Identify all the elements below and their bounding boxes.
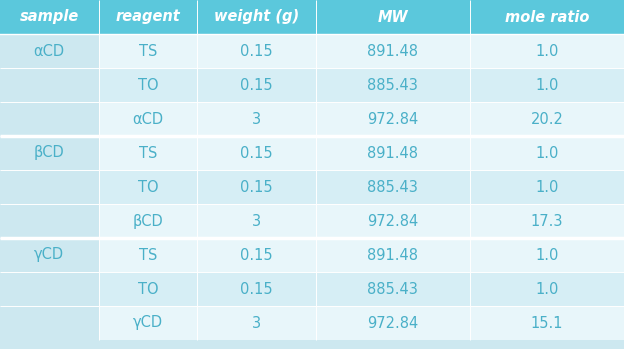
Bar [0, 170, 99, 204]
Bar [470, 0, 624, 34]
Text: γCD: γCD [34, 247, 64, 262]
Bar [197, 102, 316, 136]
Text: 20.2: 20.2 [530, 111, 563, 126]
Bar [99, 170, 197, 204]
Text: 0.15: 0.15 [240, 282, 273, 297]
Text: βCD: βCD [132, 214, 163, 229]
Bar [197, 68, 316, 102]
Text: mole ratio: mole ratio [505, 9, 589, 24]
Text: 0.15: 0.15 [240, 146, 273, 161]
Text: αCD: αCD [34, 44, 65, 59]
Bar [99, 136, 197, 170]
Bar [470, 204, 624, 238]
Bar [316, 0, 470, 34]
Bar [0, 0, 99, 34]
Text: TS: TS [139, 247, 157, 262]
Text: reagent: reagent [115, 9, 180, 24]
Bar [0, 204, 99, 238]
Text: 1.0: 1.0 [535, 44, 558, 59]
Text: 0.15: 0.15 [240, 179, 273, 194]
Text: 3: 3 [252, 315, 261, 331]
Text: TO: TO [137, 179, 158, 194]
Text: 1.0: 1.0 [535, 247, 558, 262]
Text: TS: TS [139, 44, 157, 59]
Text: 891.48: 891.48 [368, 146, 418, 161]
Bar [99, 0, 197, 34]
Text: 1.0: 1.0 [535, 282, 558, 297]
Bar [197, 272, 316, 306]
Text: sample: sample [20, 9, 79, 24]
Bar [99, 306, 197, 340]
Text: TO: TO [137, 77, 158, 92]
Bar [316, 170, 470, 204]
Text: 972.84: 972.84 [367, 111, 419, 126]
Bar [0, 34, 99, 68]
Text: 885.43: 885.43 [368, 77, 418, 92]
Bar [470, 238, 624, 272]
Bar [316, 238, 470, 272]
Text: βCD: βCD [34, 146, 65, 161]
Bar [99, 68, 197, 102]
Text: 3: 3 [252, 111, 261, 126]
Bar [316, 272, 470, 306]
Text: 885.43: 885.43 [368, 179, 418, 194]
Bar [0, 272, 99, 306]
Bar [197, 306, 316, 340]
Text: 972.84: 972.84 [367, 315, 419, 331]
Bar [316, 68, 470, 102]
Bar [470, 34, 624, 68]
Text: 885.43: 885.43 [368, 282, 418, 297]
Bar [316, 34, 470, 68]
Bar [197, 136, 316, 170]
Text: 0.15: 0.15 [240, 44, 273, 59]
Bar [99, 204, 197, 238]
Bar [197, 204, 316, 238]
Bar [470, 68, 624, 102]
Text: γCD: γCD [133, 315, 163, 331]
Bar [470, 306, 624, 340]
Text: 891.48: 891.48 [368, 247, 418, 262]
Bar [0, 136, 99, 170]
Bar [99, 272, 197, 306]
Text: TO: TO [137, 282, 158, 297]
Bar [99, 102, 197, 136]
Text: TS: TS [139, 146, 157, 161]
Text: 1.0: 1.0 [535, 77, 558, 92]
Bar [316, 306, 470, 340]
Bar [197, 0, 316, 34]
Bar [197, 34, 316, 68]
Bar [0, 68, 99, 102]
Bar [0, 102, 99, 136]
Bar [316, 102, 470, 136]
Bar [197, 170, 316, 204]
Text: 0.15: 0.15 [240, 247, 273, 262]
Text: 972.84: 972.84 [367, 214, 419, 229]
Text: 15.1: 15.1 [530, 315, 563, 331]
Bar [0, 306, 99, 340]
Text: 1.0: 1.0 [535, 179, 558, 194]
Bar [197, 238, 316, 272]
Bar [316, 136, 470, 170]
Bar [316, 204, 470, 238]
Bar [470, 102, 624, 136]
Bar [99, 34, 197, 68]
Text: MW: MW [378, 9, 408, 24]
Text: weight (g): weight (g) [214, 9, 299, 24]
Bar [99, 238, 197, 272]
Text: 3: 3 [252, 214, 261, 229]
Text: 0.15: 0.15 [240, 77, 273, 92]
Bar [470, 272, 624, 306]
Bar [470, 136, 624, 170]
Text: 891.48: 891.48 [368, 44, 418, 59]
Bar [0, 238, 99, 272]
Text: 1.0: 1.0 [535, 146, 558, 161]
Text: 17.3: 17.3 [530, 214, 563, 229]
Text: αCD: αCD [132, 111, 163, 126]
Bar [470, 170, 624, 204]
